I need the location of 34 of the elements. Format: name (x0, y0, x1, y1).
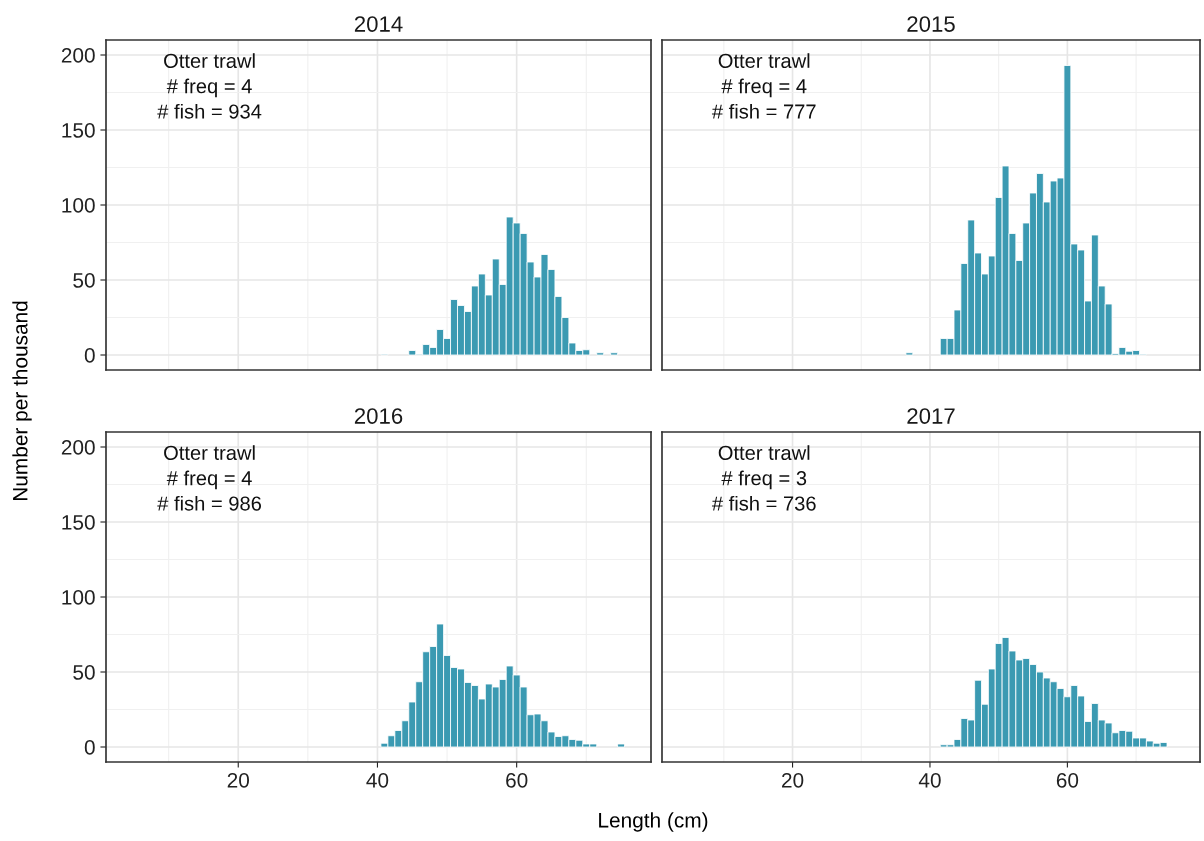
y-tick-label: 200 (61, 48, 95, 63)
annotation: # fish = 934 (157, 103, 262, 119)
x-tick-label: 40 (366, 772, 389, 788)
annotation: Otter trawl (164, 53, 255, 68)
annotation: # freq = 4 (721, 78, 807, 98)
chart-title: 2014 (354, 16, 403, 32)
annotation: # fish = 777 (711, 103, 816, 119)
y-tick-label: 150 (62, 515, 95, 530)
x-axis-title: Length (cm) (599, 812, 708, 832)
annotation: # freq = 4 (166, 78, 252, 98)
annotation: # fish = 986 (157, 495, 262, 511)
annotation: # freq = 3 (721, 470, 807, 490)
y-tick-label: 200 (61, 440, 95, 455)
chart-title: 2017 (907, 408, 955, 424)
annotation: # freq = 4 (166, 470, 252, 490)
y-tick-label: 50 (73, 665, 95, 680)
y-tick-label: 100 (62, 198, 95, 213)
annotation: # fish = 736 (711, 495, 816, 511)
annotation: Otter trawl (718, 445, 810, 460)
chart-title: 2015 (907, 16, 955, 32)
x-tick-label: 40 (918, 772, 941, 788)
x-tick-label: 60 (1056, 772, 1079, 788)
annotation: Otter trawl (718, 53, 810, 68)
x-tick-label: 20 (782, 772, 804, 788)
y-tick-label: 0 (84, 348, 95, 363)
y-tick-label: 100 (62, 590, 95, 605)
chart-title: 2016 (354, 408, 403, 424)
y-tick-label: 50 (73, 273, 95, 288)
y-tick-label: 150 (62, 123, 95, 138)
annotation: Otter trawl (164, 445, 255, 460)
x-tick-label: 20 (227, 772, 250, 788)
x-tick-label: 60 (506, 772, 528, 788)
y-tick-label: 0 (84, 740, 95, 755)
y-axis-title: Number per thousand (12, 301, 32, 501)
